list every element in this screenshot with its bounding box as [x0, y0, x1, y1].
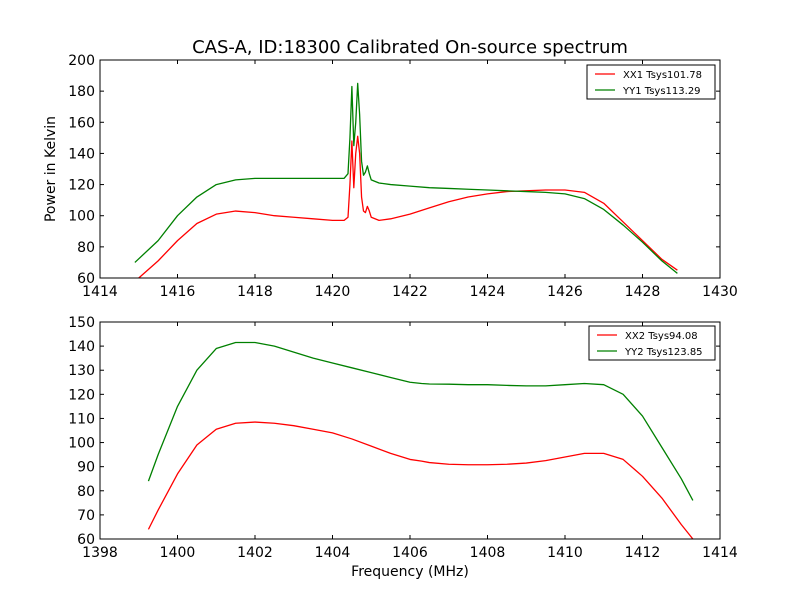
y-tick-label: 100 [68, 209, 95, 225]
y-tick-label: 100 [68, 436, 95, 452]
y-tick-label: 160 [68, 115, 95, 131]
x-tick-label: 1420 [315, 284, 351, 300]
x-tick-label: 1424 [470, 284, 506, 300]
y-tick-label: 70 [77, 508, 95, 524]
series-line-xx2 [147, 421, 694, 539]
legend: XX1 Tsys101.78 YY1 Tsys113.29 [586, 64, 716, 100]
y-tick-label: 200 [68, 53, 95, 69]
y-tick-label: 60 [77, 271, 95, 287]
y-tick-label: 90 [77, 460, 95, 476]
series-line-yy1 [134, 82, 678, 274]
top-panel: 1414 1416 1418 1420 1422 1424 1426 1428 1430 60 80… [43, 53, 738, 300]
legend-box [586, 64, 716, 100]
x-tick-label: 1414 [82, 284, 118, 300]
y-tick-label: 150 [68, 315, 95, 331]
x-axis-label: Frequency (MHz) [351, 564, 469, 580]
y-tick-label: 140 [68, 146, 95, 162]
y-tick-label: 140 [68, 339, 95, 355]
x-tick-label: 1408 [470, 545, 506, 561]
x-tick-label: 1414 [702, 545, 738, 561]
x-tick-label: 1400 [160, 545, 196, 561]
x-tick-label: 1412 [625, 545, 661, 561]
chart-title: CAS-A, ID:18300 Calibrated On-source spe… [192, 37, 628, 58]
y-tick-label: 180 [68, 84, 95, 100]
y-tick-label: 80 [77, 240, 95, 256]
y-tick-label: 120 [68, 178, 95, 194]
y-tick-label: 130 [68, 363, 95, 379]
y-tick-label: 120 [68, 387, 95, 403]
x-tick-label: 1398 [82, 545, 118, 561]
legend: XX2 Tsys94.08 YY2 Tsys123.85 [588, 325, 716, 361]
x-tick-label: 1422 [392, 284, 428, 300]
x-tick-label: 1428 [625, 284, 661, 300]
bottom-panel: 1398 1400 1402 1404 1406 1408 1410 1412 1414 60 70… [68, 315, 738, 580]
x-tick-label: 1406 [392, 545, 428, 561]
series-line-yy2 [147, 341, 694, 501]
legend-label: YY1 Tsys113.29 [622, 86, 701, 97]
legend-label: XX1 Tsys101.78 [623, 70, 702, 81]
x-tick-label: 1404 [315, 545, 351, 561]
series-line-xx1 [138, 135, 678, 278]
x-tick-label: 1430 [702, 284, 738, 300]
legend-label: XX2 Tsys94.08 [625, 331, 698, 342]
legend-box [588, 325, 716, 361]
legend-label: YY2 Tsys123.85 [624, 347, 703, 358]
x-tick-label: 1410 [547, 545, 583, 561]
x-tick-label: 1416 [160, 284, 196, 300]
y-tick-label: 110 [68, 411, 95, 427]
y-axis-label: Power in Kelvin [43, 116, 59, 222]
x-tick-label: 1426 [547, 284, 583, 300]
x-tick-label: 1418 [237, 284, 273, 300]
x-tick-label: 1402 [237, 545, 273, 561]
y-tick-label: 80 [77, 484, 95, 500]
y-tick-label: 60 [77, 532, 95, 548]
